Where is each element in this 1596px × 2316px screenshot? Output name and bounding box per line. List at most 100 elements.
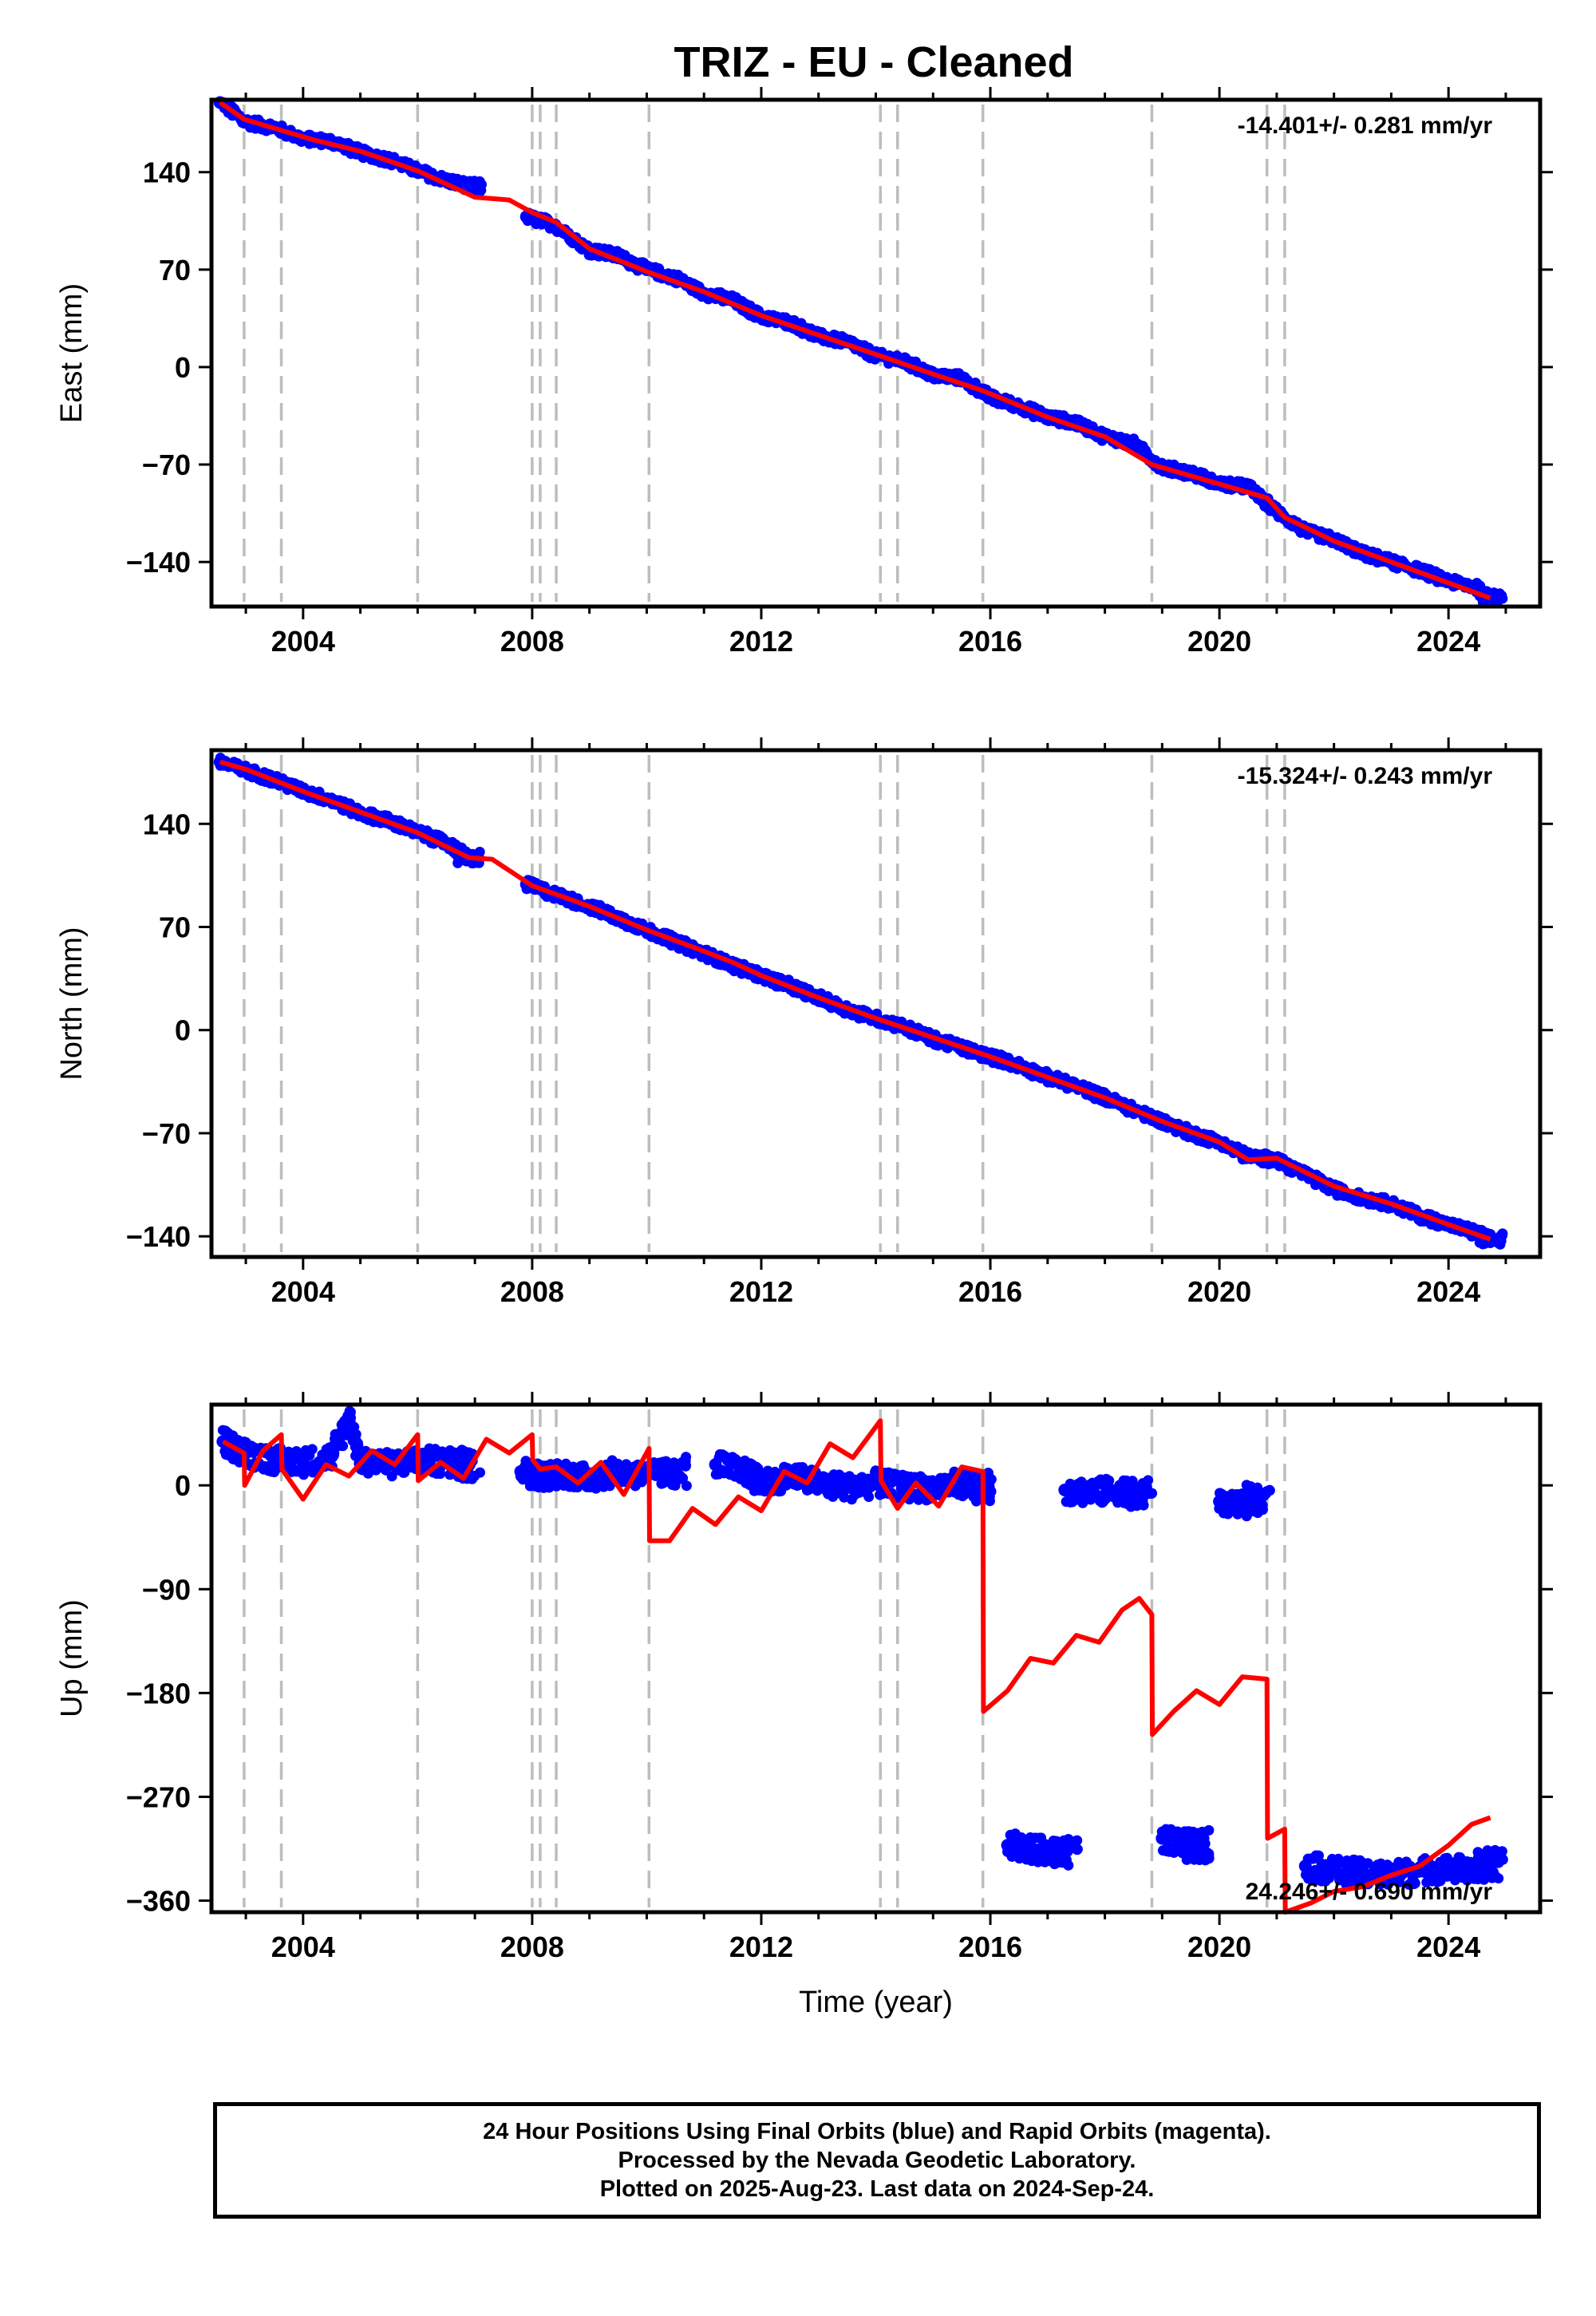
up-y-tick-label: −90 [142,1573,191,1606]
up-observation-point [329,1448,340,1459]
up-x-tick-label: 2012 [729,1931,793,1963]
east-x-tick-label: 2024 [1416,625,1480,658]
east-x-tick-label: 2008 [500,625,564,658]
north-y-tick-label: −70 [142,1117,191,1150]
north-y-tick-label: 70 [159,911,191,944]
up-observation-point [1472,1847,1483,1858]
east-y-tick-label: 70 [159,254,191,287]
up-observation-point [671,1461,682,1472]
up-observation-point [1181,1854,1192,1865]
up-observation-point [1138,1500,1149,1511]
north-observation-point [1495,1239,1506,1250]
up-observations [216,1405,1508,1890]
up-observation-point [1258,1490,1270,1501]
up-observation-point [1184,1845,1195,1856]
up-observation-point [1199,1832,1210,1844]
up-observation-point [659,1467,670,1478]
east-y-tick-label: 140 [143,156,191,189]
up-observation-point [1146,1488,1157,1499]
north-fit-line [219,759,1491,1242]
east-x-tick-label: 2016 [958,625,1022,658]
north-y-axis-label: North (mm) [55,927,89,1080]
up-observation-point [349,1421,360,1433]
up-x-tick-label: 2004 [271,1931,335,1963]
up-observation-point [1496,1846,1507,1857]
up-y-ticks: 0 −90 −180 −270 −360 [126,1469,1553,1918]
footer-line-plotted: Plotted on 2025-Aug-23. Last data on 202… [599,2176,1155,2202]
up-observation-point [1474,1857,1485,1868]
up-observation-point [467,1471,478,1482]
east-x-tick-label: 2012 [729,625,793,658]
east-event-lines [243,105,1286,602]
up-y-tick-label: 0 [175,1469,191,1502]
east-x-ticks: 2004 2008 2012 2016 2020 2024 [244,87,1507,658]
north-x-tick-label: 2008 [500,1275,564,1308]
footer-line-processed: Processed by the Nevada Geodetic Laborat… [618,2148,1136,2173]
north-y-tick-label: −140 [126,1220,191,1253]
up-observation-point [670,1480,681,1491]
up-observation-point [863,1492,875,1503]
up-panel: 2004 2008 2012 2016 2020 2024 0 −90 −180 −270 −36… [55,1392,1553,2019]
up-observation-point [306,1444,318,1455]
up-observation-point [674,1470,685,1481]
up-observation-point [1255,1502,1266,1513]
up-observation-point [1058,1837,1069,1848]
north-x-tick-label: 2020 [1187,1275,1251,1308]
north-x-tick-label: 2012 [729,1275,793,1308]
up-observation-point [457,1460,468,1472]
up-x-tick-label: 2008 [500,1931,564,1963]
up-observation-point [797,1462,808,1473]
up-observation-point [1065,1478,1076,1489]
north-x-tick-label: 2016 [958,1275,1022,1308]
east-observation-point [468,176,480,188]
up-x-tick-label: 2024 [1416,1931,1480,1963]
up-observation-point [1057,1856,1068,1867]
up-rate-label: 24.246+/- 0.690 mm/yr [1246,1879,1493,1905]
up-x-ticks: 2004 2008 2012 2016 2020 2024 [244,1392,1507,1963]
up-observation-point [338,1441,349,1452]
up-observation-point [966,1471,977,1482]
up-observation-point [1203,1850,1215,1861]
east-y-tick-label: −140 [126,546,191,579]
east-rate-label: -14.401+/- 0.281 mm/yr [1238,113,1493,139]
up-observation-point [1487,1848,1498,1860]
up-observation-point [681,1460,692,1471]
up-fit-line [221,1418,1491,1915]
footer-line-orbits: 24 Hour Positions Using Final Orbits (bl… [483,2119,1271,2144]
up-observation-point [345,1406,356,1417]
up-y-tick-label: −270 [126,1780,191,1813]
up-observation-point [474,1467,485,1478]
north-y-tick-label: 0 [175,1014,191,1047]
up-observation-point [1189,1854,1200,1865]
up-observation-point [1482,1865,1493,1876]
up-observation-point [435,1468,446,1480]
north-observation-point [1479,1238,1490,1249]
up-observation-point [1409,1878,1420,1889]
east-observation-point [475,185,486,196]
east-x-tick-label: 2020 [1187,625,1251,658]
east-y-tick-label: 0 [175,351,191,384]
up-observation-point [1104,1475,1115,1486]
up-observation-point [1122,1499,1133,1510]
up-observation-point [1248,1483,1259,1494]
up-x-tick-label: 2020 [1187,1931,1251,1963]
north-y-tick-label: 140 [143,808,191,840]
up-x-tick-label: 2016 [958,1931,1022,1963]
up-observation-point [386,1471,397,1482]
north-x-tick-label: 2004 [271,1275,335,1308]
up-y-tick-label: −360 [126,1885,191,1918]
up-y-axis-label: Up (mm) [55,1599,89,1717]
up-observation-point [1362,1858,1373,1869]
up-observation-point [1186,1832,1197,1843]
footer-box: 24 Hour Positions Using Final Orbits (bl… [213,2102,1541,2219]
north-x-ticks: 2004 2008 2012 2016 2020 2024 [244,737,1507,1308]
up-observation-point [1497,1853,1508,1864]
up-y-tick-label: −180 [126,1677,191,1709]
east-observation-point [1497,593,1508,604]
north-rate-label: -15.324+/- 0.243 mm/yr [1238,763,1493,789]
up-observation-point [1049,1844,1061,1856]
north-observation-point [453,855,464,866]
